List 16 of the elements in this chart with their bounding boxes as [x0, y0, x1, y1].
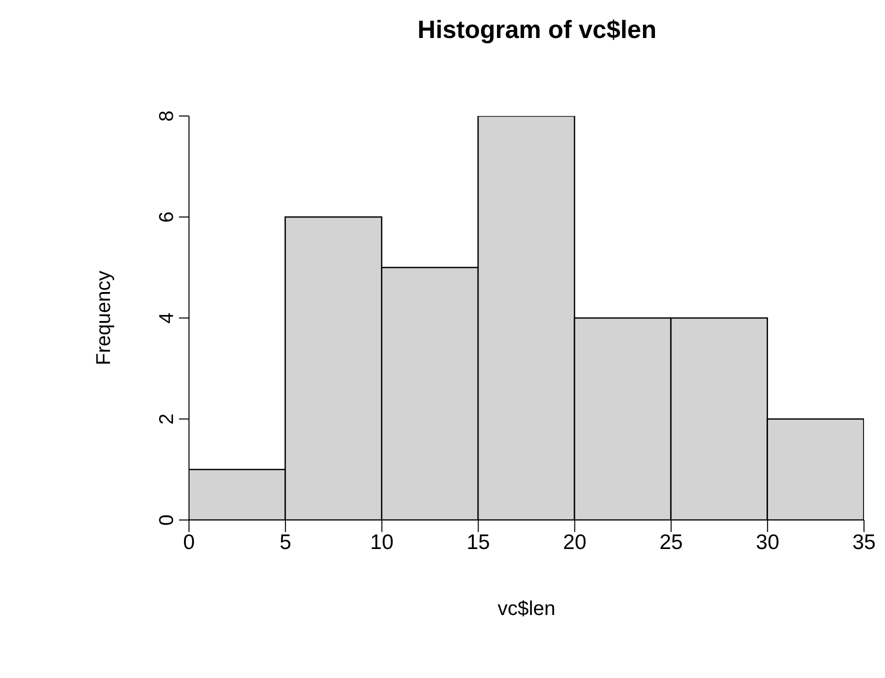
chart-title: Histogram of vc$len: [416, 16, 658, 45]
x-axis-title: vc$len: [498, 598, 556, 620]
y-tick-label: 0: [156, 514, 178, 526]
x-tick-label: 30: [756, 530, 780, 554]
y-tick-label: 2: [156, 413, 178, 425]
x-tick-label: 10: [370, 530, 394, 554]
y-tick-label: 6: [156, 211, 178, 223]
x-tick-label: 0: [183, 530, 195, 554]
x-tick-label: 5: [280, 530, 292, 554]
y-axis-title: Frequency: [93, 270, 116, 366]
x-tick-label: 15: [466, 530, 490, 554]
y-tick-label: 8: [156, 110, 178, 122]
x-tick-label: 35: [852, 530, 876, 554]
x-tick-label: 25: [659, 530, 683, 554]
y-tick-label: 4: [156, 312, 178, 324]
x-tick-label: 20: [563, 530, 586, 554]
